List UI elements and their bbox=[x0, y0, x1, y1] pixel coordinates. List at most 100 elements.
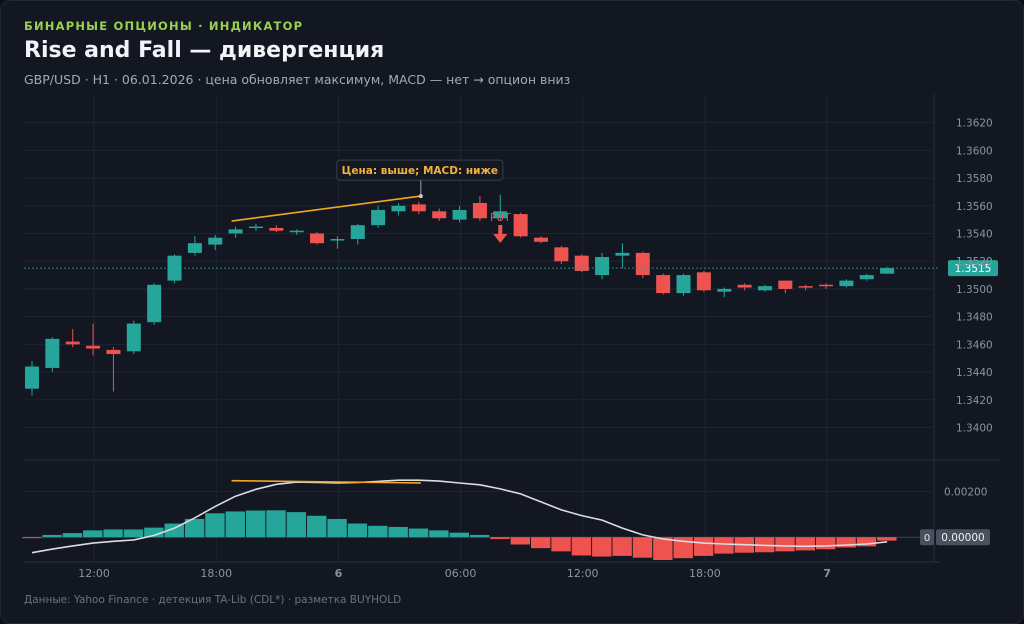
candle-body bbox=[839, 280, 854, 287]
macd-bar bbox=[266, 510, 286, 538]
annotations: 1.3515 Цена: выше; MACD: ниже PUT bbox=[24, 159, 998, 484]
macd-bar bbox=[408, 528, 429, 538]
candle-body bbox=[269, 227, 284, 231]
eyebrow-label: БИНАРНЫЕ ОПЦИОНЫ · ИНДИКАТОР bbox=[24, 19, 304, 33]
macd-bar bbox=[225, 511, 245, 538]
candle-body bbox=[513, 214, 528, 237]
y-tick-label: 1.3400 bbox=[956, 423, 993, 435]
candle-body bbox=[147, 284, 162, 323]
macd-bar bbox=[816, 537, 836, 550]
put-arrow-shaft bbox=[498, 225, 503, 234]
macd-bar bbox=[164, 523, 184, 538]
macd-bar bbox=[531, 537, 551, 549]
y-tick-label: 1.3460 bbox=[956, 339, 993, 351]
candle-body bbox=[452, 209, 467, 220]
macd-bar bbox=[551, 537, 571, 552]
macd-bar bbox=[693, 537, 714, 556]
candle-body bbox=[167, 255, 182, 281]
candle-body bbox=[717, 288, 732, 292]
candle-body bbox=[65, 341, 80, 345]
macd-value-tag bbox=[936, 529, 990, 546]
candle-body bbox=[106, 349, 121, 355]
macd-tick-label: 0.00200 bbox=[944, 487, 987, 499]
candle-body bbox=[248, 226, 263, 229]
candle-body bbox=[391, 205, 406, 212]
candle-body bbox=[86, 345, 101, 349]
x-tick-label: 18:00 bbox=[200, 567, 232, 580]
y-tick-label: 1.3540 bbox=[956, 228, 993, 240]
x-tick-label: 18:00 bbox=[689, 567, 721, 580]
page-subtitle: GBP/USD · H1 · 06.01.2026 · цена обновля… bbox=[24, 72, 571, 87]
macd-value-label: 0.00000 bbox=[941, 532, 984, 544]
candle-body bbox=[757, 286, 772, 291]
candle-body bbox=[778, 280, 793, 289]
source-footer: Данные: Yahoo Finance · детекция TA-Lib … bbox=[24, 594, 402, 606]
macd-bar bbox=[307, 515, 327, 538]
y-tick-label: 1.3440 bbox=[956, 367, 993, 379]
macd-bar bbox=[245, 510, 266, 538]
macd-bar bbox=[62, 533, 83, 538]
macd-bar bbox=[22, 537, 42, 539]
macd-bar bbox=[510, 537, 531, 545]
candle-body bbox=[676, 275, 691, 294]
macd-bar bbox=[449, 532, 469, 538]
y-tick-label: 1.3480 bbox=[956, 312, 993, 324]
macd-bar bbox=[103, 529, 123, 538]
candle-body bbox=[330, 239, 345, 241]
macd-bar bbox=[42, 534, 62, 538]
x-tick-label: 12:00 bbox=[78, 567, 110, 580]
y-tick-label: 1.3500 bbox=[956, 284, 993, 296]
panel-frames bbox=[24, 94, 1000, 563]
candle-body bbox=[615, 252, 630, 256]
candle-body bbox=[859, 275, 874, 280]
candle-body bbox=[45, 338, 60, 368]
macd-bar bbox=[347, 523, 368, 538]
macd-zero-marker-box bbox=[920, 529, 934, 546]
x-tick-label: 6 bbox=[335, 567, 343, 580]
divergence-label-box bbox=[336, 159, 504, 181]
macd-bar bbox=[856, 537, 877, 547]
macd-bar bbox=[632, 537, 653, 558]
candle-body bbox=[819, 284, 834, 287]
macd-bar bbox=[123, 529, 144, 538]
last-price-label: 1.3515 bbox=[955, 263, 992, 275]
candle-body bbox=[208, 237, 223, 245]
price-divergence-line bbox=[231, 195, 421, 222]
macd-bar bbox=[795, 537, 816, 551]
candle-body bbox=[350, 225, 365, 240]
y-tick-label: 1.3600 bbox=[956, 145, 993, 157]
divergence-label: Цена: выше; MACD: ниже bbox=[342, 165, 498, 177]
macd-bar bbox=[327, 518, 347, 538]
candle-body bbox=[574, 255, 589, 271]
macd-bar bbox=[775, 537, 795, 552]
candle-body bbox=[187, 243, 202, 253]
candle-body bbox=[289, 230, 304, 233]
macd-bar bbox=[490, 537, 510, 540]
macd-bar bbox=[571, 537, 592, 556]
candle-body bbox=[737, 284, 752, 288]
divergence-endpoint bbox=[418, 194, 423, 199]
candle-body bbox=[554, 247, 569, 262]
y-tick-label: 1.3560 bbox=[956, 201, 993, 213]
macd-histogram bbox=[22, 479, 897, 560]
macd-bar bbox=[592, 537, 612, 557]
x-tick-label: 06:00 bbox=[445, 567, 477, 580]
page-title: Rise and Fall — дивергенция bbox=[24, 38, 385, 63]
y-tick-label: 1.3620 bbox=[956, 118, 993, 130]
candle-body bbox=[371, 209, 386, 226]
macd-bar bbox=[836, 537, 856, 548]
macd-bar bbox=[714, 537, 734, 554]
candle-body bbox=[880, 268, 895, 274]
candle-body bbox=[472, 203, 487, 219]
price-candles bbox=[25, 194, 895, 396]
put-signal-label: PUT bbox=[490, 212, 511, 224]
macd-bar bbox=[877, 537, 897, 541]
y-tick-label: 1.3520 bbox=[956, 256, 993, 268]
candle-body bbox=[595, 257, 610, 276]
candle-body bbox=[798, 286, 813, 288]
y-tick-label: 1.3580 bbox=[956, 173, 993, 185]
macd-bar bbox=[205, 513, 225, 538]
macd-bar bbox=[429, 530, 449, 538]
